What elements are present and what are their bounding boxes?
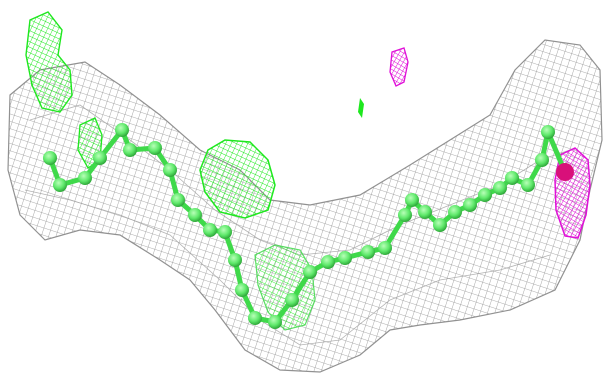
chain-atom (521, 178, 535, 192)
chain-atom (123, 143, 137, 157)
chain-atom (321, 255, 335, 269)
chain-atom (398, 208, 412, 222)
chain-atom (433, 218, 447, 232)
chain-atom (218, 225, 232, 239)
chain-atom (148, 141, 162, 155)
chain-atom (268, 315, 282, 329)
chain-atom (463, 198, 477, 212)
chain-atom (478, 188, 492, 202)
chain-atom (93, 151, 107, 165)
chain-atom (505, 171, 519, 185)
chain-atom (235, 283, 249, 297)
chain-atom (405, 193, 419, 207)
terminal-atom (556, 163, 574, 181)
chain-atom (303, 265, 317, 279)
chain-atom (171, 193, 185, 207)
ligand-chain (43, 123, 574, 329)
chain-atom (378, 241, 392, 255)
chain-atom (418, 205, 432, 219)
chain-atom (493, 181, 507, 195)
chain-atom (448, 205, 462, 219)
chain-atom (338, 251, 352, 265)
chain-atom (535, 153, 549, 167)
chain-atom (163, 163, 177, 177)
chain-atom (188, 208, 202, 222)
positive-density-blobs (25, 11, 364, 331)
chain-atom (43, 151, 57, 165)
chain-atom (78, 171, 92, 185)
chain-atom (115, 123, 129, 137)
chain-atom (248, 311, 262, 325)
chain-atom (361, 245, 375, 259)
chain-atom (203, 223, 217, 237)
chain-atom (541, 125, 555, 139)
chain-atom (228, 253, 242, 267)
chain-atom (285, 293, 299, 307)
chain-atom (53, 178, 67, 192)
